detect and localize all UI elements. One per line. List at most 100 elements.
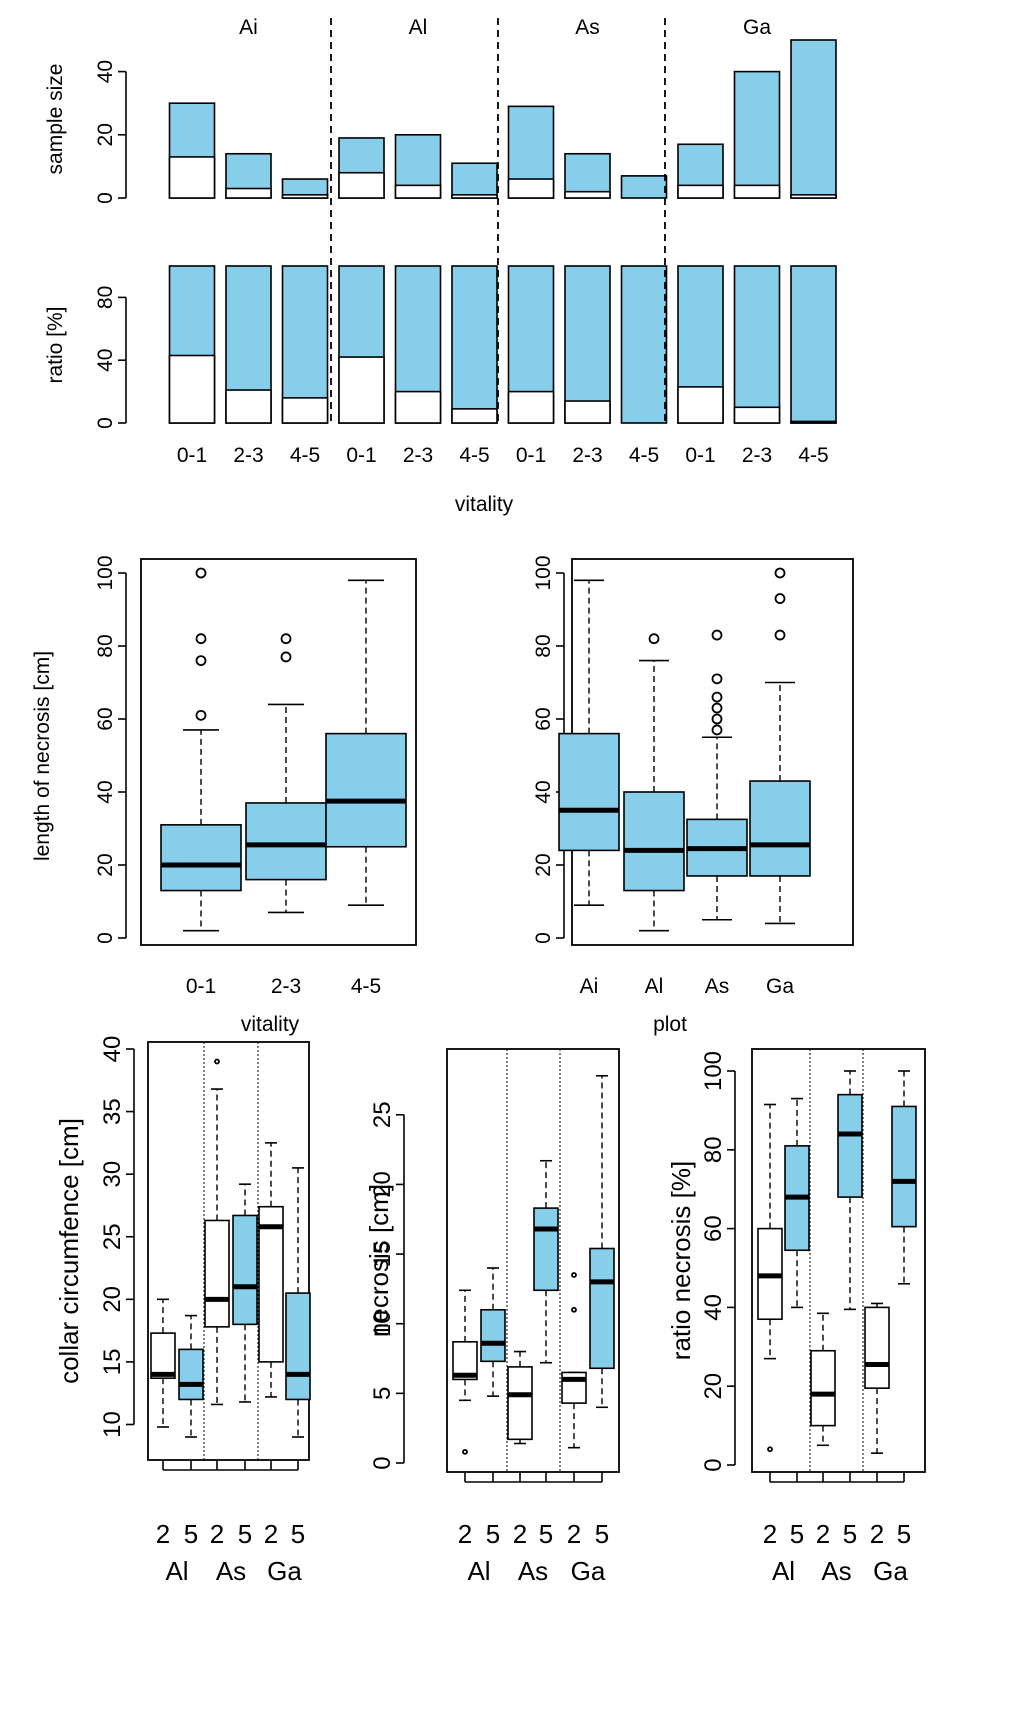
ratio-necrosis-group-label-Al: Al xyxy=(772,1556,795,1586)
necrosis-vitality-y-tick-label: 60 xyxy=(94,707,117,730)
necrosis-cm-box-5 xyxy=(589,1247,615,1370)
necrosis-cm-y-tick-label: 15 xyxy=(369,1241,396,1268)
necrosis-cm-y-tick-label: 10 xyxy=(369,1310,396,1337)
necrosis-cm-box-1 xyxy=(480,1308,506,1363)
necrosis-cm-y-label: necrosis [cm] xyxy=(364,1184,394,1337)
necrosis-plot-outlier xyxy=(711,724,723,736)
ratio-bar-white-Ai-2-3 xyxy=(225,389,272,424)
ratio-bar-white-Al-0-1 xyxy=(338,356,385,424)
necrosis-vitality-y-tick-label: 0 xyxy=(94,932,117,944)
necrosis-vitality-box-0 xyxy=(160,824,242,892)
ratio-x-tick-label: 2-3 xyxy=(403,444,433,467)
necrosis-vitality-outlier xyxy=(280,633,292,645)
ratio-bar-white-Al-4-5 xyxy=(451,408,498,424)
necrosis-vitality-y-label: length of necrosis [cm] xyxy=(31,651,54,861)
collar-circumference-outlier xyxy=(214,1058,220,1065)
ratio-bar-Ga-4-5 xyxy=(790,265,837,424)
collar-circumference-box-5 xyxy=(285,1292,311,1401)
sample-size-bar-white-Ai-0-1 xyxy=(168,156,216,199)
sample-size-y-tick-label: 0 xyxy=(94,192,117,204)
necrosis-cm-box-3 xyxy=(533,1207,559,1292)
collar-circumference-box-4 xyxy=(258,1205,284,1363)
collar-circumference-y-tick-label: 25 xyxy=(99,1223,126,1250)
sample-size-bar-white-Ga-4-5 xyxy=(790,194,837,199)
necrosis-plot-outlier xyxy=(711,702,723,714)
necrosis-vitality-y-tick-label: 20 xyxy=(94,853,117,876)
ratio-x-tick-label: 2-3 xyxy=(572,444,602,467)
ratio-necrosis-y-tick-label: 60 xyxy=(700,1215,727,1242)
ratio-bar-white-Ga-2-3 xyxy=(733,406,781,424)
necrosis-vitality-outlier xyxy=(195,633,207,645)
ratio-bar-white-Al-2-3 xyxy=(394,390,442,424)
necrosis-cm-frame xyxy=(446,1048,620,1473)
collar-circumference-x-tick-label: 2 xyxy=(156,1519,170,1549)
ratio-necrosis-x-tick-label: 2 xyxy=(763,1519,777,1549)
collar-circumference-group-label-Ga: Ga xyxy=(267,1556,302,1586)
ratio-x-tick-label: 4-5 xyxy=(290,444,320,467)
necrosis-cm-x-tick-label: 2 xyxy=(458,1519,472,1549)
necrosis-plot-y-tick-label: 100 xyxy=(532,555,555,590)
necrosis-plot-outlier xyxy=(711,713,723,725)
ratio-necrosis-x-tick-label: 5 xyxy=(790,1519,804,1549)
sample-size-bar-white-Ga-2-3 xyxy=(733,184,781,199)
necrosis-vitality-box-1 xyxy=(245,802,327,881)
ratio-x-tick-label: 4-5 xyxy=(459,444,489,467)
ratio-bar-Al-4-5 xyxy=(451,265,498,424)
collar-circumference-y-label: collar circumfence [cm] xyxy=(54,1118,84,1384)
necrosis-vitality-x-label: vitality xyxy=(241,1013,300,1036)
ratio-bar-white-Ai-0-1 xyxy=(168,354,216,424)
necrosis-cm-y-tick-label: 20 xyxy=(369,1171,396,1198)
necrosis-plot-x-tick-label: Ai xyxy=(580,975,599,998)
collar-circumference-box-2 xyxy=(204,1219,230,1328)
necrosis-plot-x-tick-label: Ga xyxy=(766,975,794,998)
necrosis-cm-x-tick-label: 5 xyxy=(486,1519,500,1549)
sample-size-bar-Ga-2-3 xyxy=(733,70,781,199)
necrosis-plot-outlier xyxy=(711,629,723,641)
sample-size-bar-Al-4-5 xyxy=(451,162,498,199)
necrosis-cm-y-tick-label: 5 xyxy=(369,1387,396,1400)
ratio-necrosis-y-label: ratio necrosis [%] xyxy=(666,1161,696,1360)
necrosis-cm-outlier xyxy=(462,1448,468,1455)
ratio-y-tick-label: 0 xyxy=(94,417,117,429)
ratio-necrosis-box-4 xyxy=(864,1306,890,1389)
necrosis-vitality-outlier xyxy=(195,709,207,721)
necrosis-cm-group-label-As: As xyxy=(518,1556,548,1586)
ratio-necrosis-group-label-As: As xyxy=(821,1556,851,1586)
ratio-x-tick-label: 0-1 xyxy=(177,444,207,467)
ratio-x-tick-label: 4-5 xyxy=(798,444,828,467)
ratio-necrosis-y-tick-label: 80 xyxy=(700,1136,727,1163)
sample-size-bar-As-2-3 xyxy=(564,152,611,199)
necrosis-vitality-outlier xyxy=(195,655,207,666)
collar-circumference-y-tick-label: 30 xyxy=(99,1161,126,1188)
collar-circumference-y-tick-label: 20 xyxy=(99,1286,126,1313)
sample-size-bar-white-Ai-4-5 xyxy=(281,194,329,199)
ratio-bar-white-Ga-0-1 xyxy=(677,386,724,424)
necrosis-plot-outlier xyxy=(774,593,786,604)
ratio-necrosis-outlier xyxy=(767,1446,773,1453)
ratio-x-tick-label: 2-3 xyxy=(233,444,263,467)
collar-circumference-box-0 xyxy=(150,1332,176,1379)
ratio-x-tick-label: 2-3 xyxy=(742,444,772,467)
ratio-necrosis-x-tick-label: 5 xyxy=(897,1519,911,1549)
necrosis-vitality-y-tick-label: 40 xyxy=(94,780,117,803)
panel-label-Ga: Ga xyxy=(743,16,771,39)
necrosis-cm-group-label-Ga: Ga xyxy=(571,1556,606,1586)
ratio-bar-white-Ga-4-5 xyxy=(790,420,837,424)
collar-circumference-x-tick-label: 5 xyxy=(291,1519,305,1549)
necrosis-plot-y-tick-label: 0 xyxy=(532,932,555,944)
necrosis-plot-outlier xyxy=(774,629,786,641)
sample-size-bar-As-4-5 xyxy=(620,175,668,199)
ratio-bar-As-2-3 xyxy=(564,265,611,424)
necrosis-plot-box-0 xyxy=(558,732,620,852)
ratio-x-label: vitality xyxy=(455,493,514,516)
collar-circumference-group-label-Al: Al xyxy=(165,1556,188,1586)
sample-size-y-tick-label: 40 xyxy=(94,60,117,83)
necrosis-cm-outlier xyxy=(571,1272,577,1278)
ratio-necrosis-y-tick-label: 100 xyxy=(700,1051,727,1091)
collar-circumference-x-tick-label: 5 xyxy=(238,1519,252,1549)
necrosis-plot-y-tick-label: 40 xyxy=(532,780,555,803)
sample-size-bar-white-Al-2-3 xyxy=(394,184,442,199)
necrosis-cm-y-tick-label: 0 xyxy=(369,1456,396,1469)
ratio-necrosis-group-label-Ga: Ga xyxy=(873,1556,908,1586)
